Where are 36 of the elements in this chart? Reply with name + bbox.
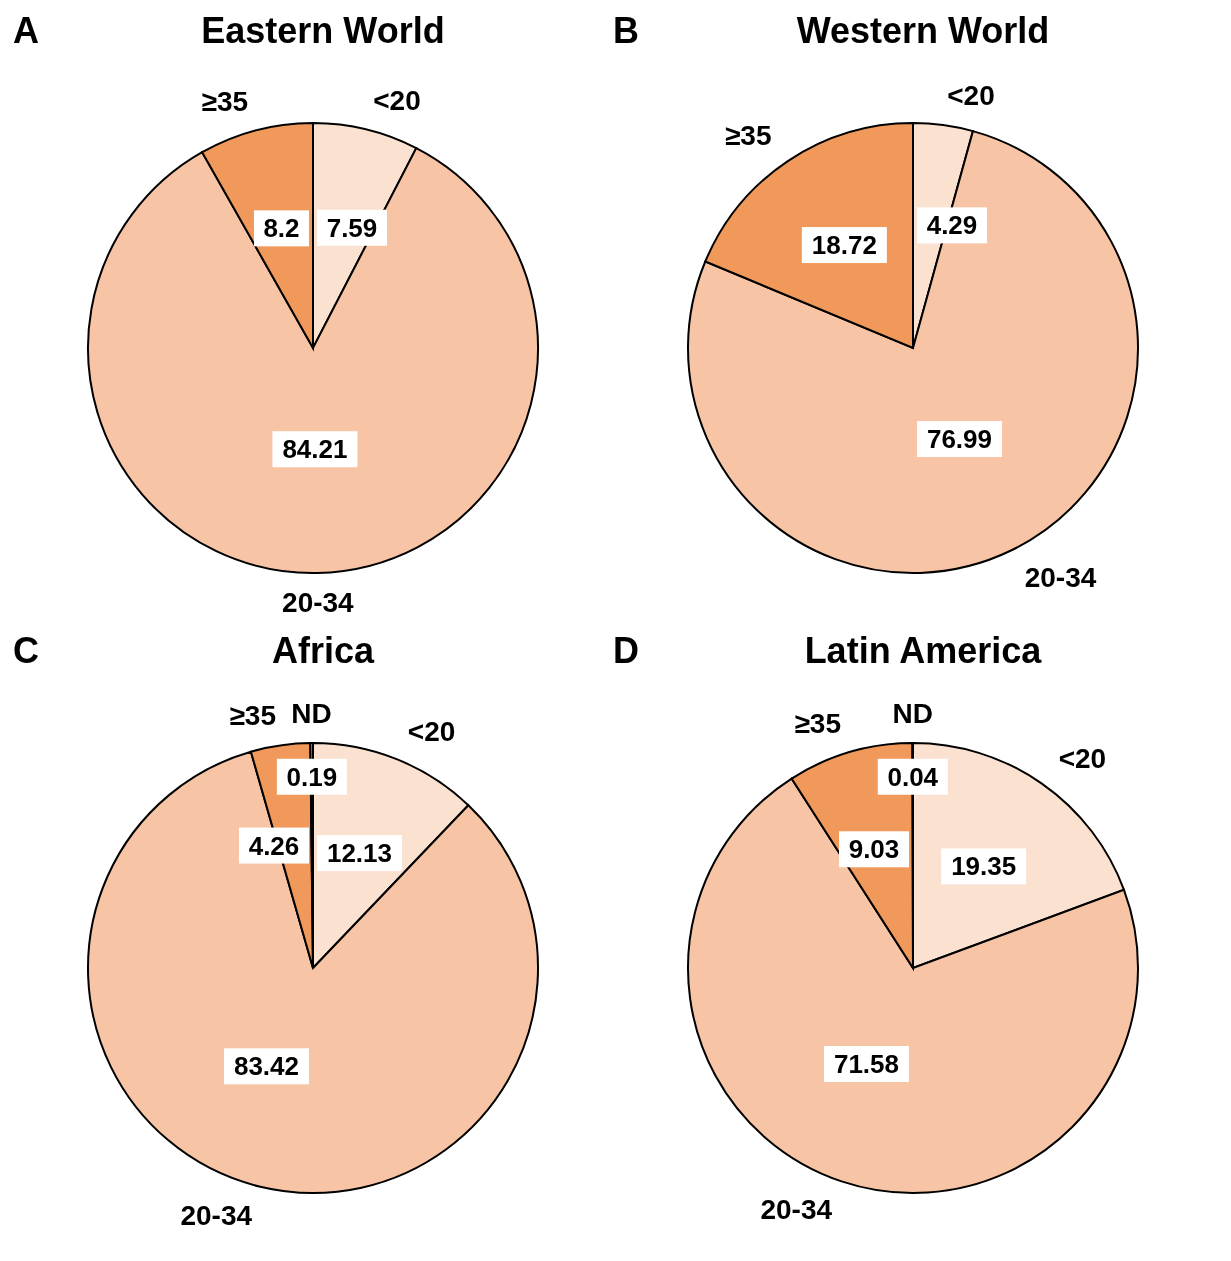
slice-label: <20	[1058, 743, 1107, 775]
text: C	[13, 630, 39, 672]
slice-label: <20	[407, 715, 456, 747]
data-label: 12.13	[326, 838, 393, 869]
text: B	[613, 10, 639, 52]
data-label: 19.35	[951, 851, 1017, 882]
slice-label: <20	[373, 84, 421, 116]
slice-label: ≥35	[725, 120, 772, 152]
chart-title: Western World	[795, 10, 1051, 52]
data-label: 8.2	[263, 213, 300, 244]
slice-label: 20-34	[760, 1194, 833, 1226]
data-label: 76.99	[926, 424, 993, 455]
slice-label: ≥35	[201, 85, 249, 117]
text: D	[613, 630, 639, 672]
slice-label: ND	[291, 697, 332, 729]
data-label: 83.42	[233, 1051, 300, 1082]
text: A	[13, 10, 39, 52]
slice-label: <20	[947, 79, 995, 111]
slice-label: ND	[892, 697, 933, 729]
slice-label: ≥35	[794, 707, 842, 739]
chart-title: Eastern World	[200, 10, 446, 52]
data-label: 7.59	[326, 212, 378, 243]
slice-label: 20-34	[180, 1200, 253, 1232]
data-label: 9.03	[848, 834, 900, 865]
chart-title: Latin America	[803, 630, 1043, 672]
data-label: 18.72	[811, 230, 877, 261]
data-label: 4.26	[248, 830, 300, 861]
data-label: 0.19	[286, 761, 338, 792]
slice-label: 20-34	[1024, 561, 1097, 593]
data-label: 4.29	[926, 210, 978, 241]
data-label: 71.58	[833, 1049, 900, 1080]
data-label: 0.04	[887, 761, 939, 792]
slice-label: 20-34	[282, 587, 355, 619]
slice-label: ≥35	[229, 700, 276, 732]
data-label: 84.21	[282, 434, 348, 465]
chart-title: Africa	[270, 630, 376, 672]
